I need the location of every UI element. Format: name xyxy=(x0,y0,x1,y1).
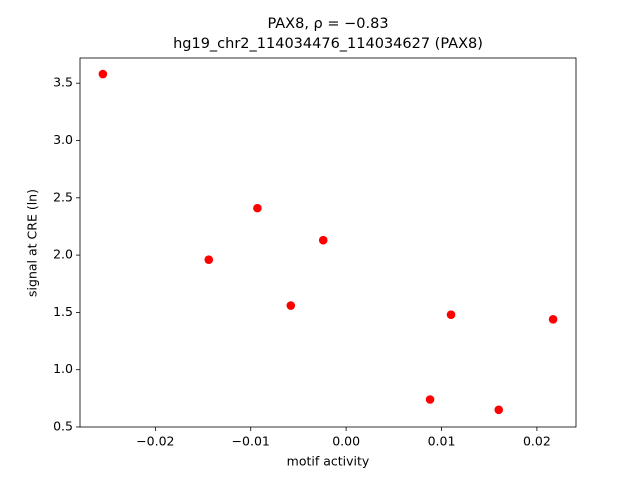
point xyxy=(98,69,108,79)
y-axis-label: signal at CRE (ln) xyxy=(25,189,40,297)
x-tick-label: 0.01 xyxy=(428,434,456,449)
y-tick-label: 3.5 xyxy=(53,75,73,90)
plot-frame xyxy=(79,57,577,428)
x-tick-label: −0.02 xyxy=(136,434,174,449)
y-tick-label: 1.5 xyxy=(53,304,73,319)
y-tick-label: 1.0 xyxy=(53,361,73,376)
x-axis-label: motif activity xyxy=(287,454,370,469)
chart-title: PAX8, ρ = −0.83 xyxy=(267,16,388,32)
point xyxy=(253,203,262,213)
point xyxy=(286,301,296,310)
x-tick-label: 0.00 xyxy=(332,434,360,449)
chart-subtitle: hg19_chr2_114034476_114034627 (PAX8) xyxy=(173,36,483,52)
point xyxy=(204,255,214,264)
point xyxy=(446,310,456,319)
y-tick-label: 3.0 xyxy=(53,132,73,147)
y-tick-label: 2.5 xyxy=(53,189,73,204)
y-tick-label: 2.0 xyxy=(53,247,73,262)
x-tick-label: 0.02 xyxy=(523,434,551,449)
point xyxy=(548,314,558,324)
y-tick-label: 0.5 xyxy=(53,419,73,434)
point xyxy=(494,405,504,415)
x-tick-label: −0.01 xyxy=(232,434,270,449)
point xyxy=(425,395,435,404)
point xyxy=(318,235,328,245)
